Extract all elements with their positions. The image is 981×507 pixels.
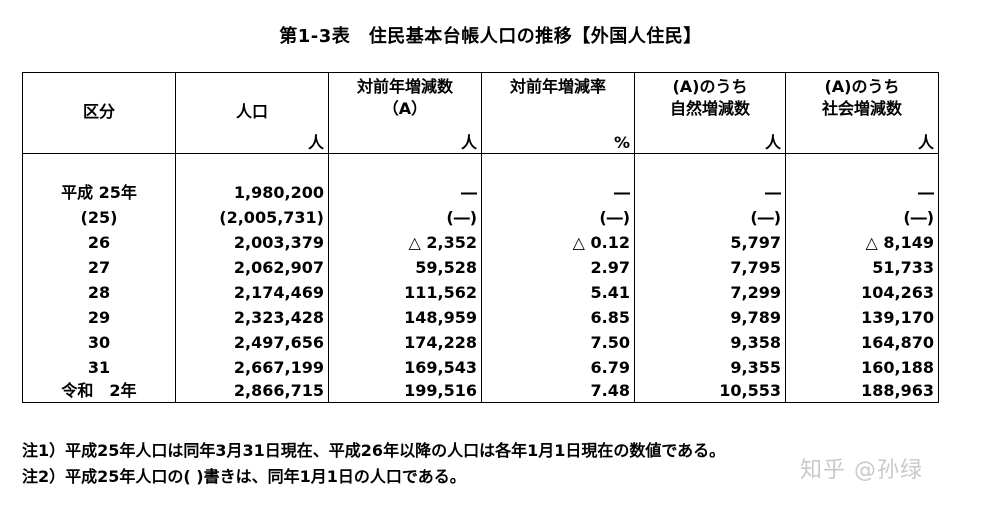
footnotes: 注1）平成25年人口は同年3月31日現在、平成26年以降の人口は各年1月1日現在… [22,438,725,490]
social-cell: (―) [785,205,939,230]
change-cell: △ 2,352 [328,230,482,255]
population-cell: 2,866,715 [175,380,329,403]
change-cell: 169,543 [328,355,482,380]
population-cell: (2,005,731) [175,205,329,230]
natural-cell: 9,358 [634,330,786,355]
population-cell: 2,497,656 [175,330,329,355]
table-row: 26 2,003,379 △ 2,352 △ 0.12 5,797 △ 8,14… [22,230,939,255]
unit-label: 人 [307,133,324,152]
natural-cell: 9,789 [634,305,786,330]
social-cell: 188,963 [785,380,939,403]
rate-cell: ― [481,153,635,205]
rate-cell: (―) [481,205,635,230]
header-yoy-rate: 対前年増減率 % [481,72,635,154]
natural-cell: ― [634,153,786,205]
table-row: 28 2,174,469 111,562 5.41 7,299 104,263 [22,280,939,305]
row-label: 平成 25年 [22,153,176,205]
rate-cell: 6.85 [481,305,635,330]
population-table: 区分 人口 人 対前年増減数 （A） 人 対前年増減率 % (A)のうち 自然増… [22,72,939,403]
row-label: 31 [22,355,176,380]
header-yoy-change: 対前年増減数 （A） 人 [328,72,482,154]
row-label: 30 [22,330,176,355]
rate-cell: △ 0.12 [481,230,635,255]
row-label: 令和 2年 [22,380,176,403]
watermark: 知乎 @孙绿 [800,458,923,483]
population-cell: 2,062,907 [175,255,329,280]
footnote-1: 注1）平成25年人口は同年3月31日現在、平成26年以降の人口は各年1月1日現在… [22,441,726,460]
natural-cell: 9,355 [634,355,786,380]
natural-cell: 10,553 [634,380,786,403]
social-cell: ― [785,153,939,205]
social-cell: 160,188 [785,355,939,380]
unit-label: 人 [764,133,781,152]
change-cell: 174,228 [328,330,482,355]
table-row: 31 2,667,199 169,543 6.79 9,355 160,188 [22,355,939,380]
population-cell: 2,174,469 [175,280,329,305]
header-natural-change: (A)のうち 自然増減数 人 [634,72,786,154]
table-row: 27 2,062,907 59,528 2.97 7,795 51,733 [22,255,939,280]
unit-label: 人 [460,133,477,152]
table-row: 令和 2年 2,866,715 199,516 7.48 10,553 188,… [22,380,939,403]
table-row: 29 2,323,428 148,959 6.85 9,789 139,170 [22,305,939,330]
rate-cell: 7.48 [481,380,635,403]
social-cell: 104,263 [785,280,939,305]
population-cell: 2,003,379 [175,230,329,255]
header-row: 区分 人口 人 対前年増減数 （A） 人 対前年増減率 % (A)のうち 自然増… [22,72,939,154]
natural-cell: 5,797 [634,230,786,255]
row-label: 29 [22,305,176,330]
unit-label: 人 [917,133,934,152]
table-row: (25) (2,005,731) (―) (―) (―) (―) [22,205,939,230]
footnote-2: 注2）平成25年人口の( )書きは、同年1月1日の人口である。 [22,467,466,486]
population-cell: 2,323,428 [175,305,329,330]
population-cell: 1,980,200 [175,153,329,205]
rate-cell: 5.41 [481,280,635,305]
change-cell: 111,562 [328,280,482,305]
social-cell: 51,733 [785,255,939,280]
row-label: 28 [22,280,176,305]
change-cell: 148,959 [328,305,482,330]
row-label: (25) [22,205,176,230]
unit-label: % [613,133,630,152]
natural-cell: 7,299 [634,280,786,305]
header-category: 区分 [22,72,176,154]
header-population: 人口 人 [175,72,329,154]
social-cell: 164,870 [785,330,939,355]
social-cell: △ 8,149 [785,230,939,255]
header-social-change: (A)のうち 社会増減数 人 [785,72,939,154]
table-title: 第1-3表 住民基本台帳人口の推移【外国人住民】 [279,26,702,47]
natural-cell: (―) [634,205,786,230]
rate-cell: 7.50 [481,330,635,355]
table-row: 30 2,497,656 174,228 7.50 9,358 164,870 [22,330,939,355]
population-cell: 2,667,199 [175,355,329,380]
change-cell: ― [328,153,482,205]
rate-cell: 2.97 [481,255,635,280]
change-cell: 59,528 [328,255,482,280]
change-cell: 199,516 [328,380,482,403]
row-label: 27 [22,255,176,280]
change-cell: (―) [328,205,482,230]
table-row: 平成 25年 1,980,200 ― ― ― ― [22,153,939,205]
natural-cell: 7,795 [634,255,786,280]
row-label: 26 [22,230,176,255]
rate-cell: 6.79 [481,355,635,380]
social-cell: 139,170 [785,305,939,330]
